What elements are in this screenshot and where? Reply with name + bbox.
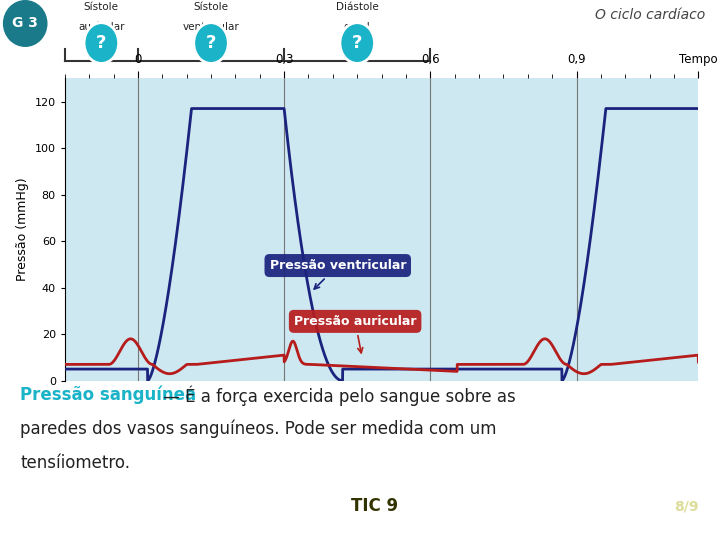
Text: Pressão ventricular: Pressão ventricular bbox=[269, 259, 406, 289]
Text: Cien: Cien bbox=[317, 497, 358, 515]
Text: Sístole: Sístole bbox=[194, 2, 228, 11]
Y-axis label: Pressão (mmHg): Pressão (mmHg) bbox=[16, 178, 29, 281]
Ellipse shape bbox=[84, 23, 119, 63]
Text: — É a força exercida pelo sangue sobre as: — É a força exercida pelo sangue sobre a… bbox=[158, 386, 516, 406]
Text: Ciências Naturais - 9.º ano: Ciências Naturais - 9.º ano bbox=[393, 500, 568, 513]
Text: G 3: G 3 bbox=[12, 17, 38, 30]
Text: Diástole: Diástole bbox=[336, 2, 379, 11]
Ellipse shape bbox=[3, 0, 48, 47]
Text: O ciclo cardíaco: O ciclo cardíaco bbox=[595, 8, 706, 22]
Text: 8/9: 8/9 bbox=[674, 500, 698, 513]
Text: aurícular: aurícular bbox=[78, 22, 125, 32]
Ellipse shape bbox=[340, 23, 374, 63]
Text: tensíiometro.: tensíiometro. bbox=[20, 454, 130, 471]
Text: ?: ? bbox=[96, 34, 107, 52]
Ellipse shape bbox=[194, 23, 228, 63]
Text: ?: ? bbox=[352, 34, 362, 52]
Text: ventricular: ventricular bbox=[183, 22, 239, 32]
Text: ?: ? bbox=[206, 34, 216, 52]
Text: TIC 9: TIC 9 bbox=[351, 497, 398, 515]
Text: geral: geral bbox=[344, 22, 371, 32]
Text: paredes dos vasos sanguíneos. Pode ser medida com um: paredes dos vasos sanguíneos. Pode ser m… bbox=[20, 420, 497, 438]
Text: Sístole: Sístole bbox=[84, 2, 119, 11]
Text: Pressão sanguínea: Pressão sanguínea bbox=[20, 386, 197, 404]
Text: Pressão auricular: Pressão auricular bbox=[294, 315, 416, 353]
